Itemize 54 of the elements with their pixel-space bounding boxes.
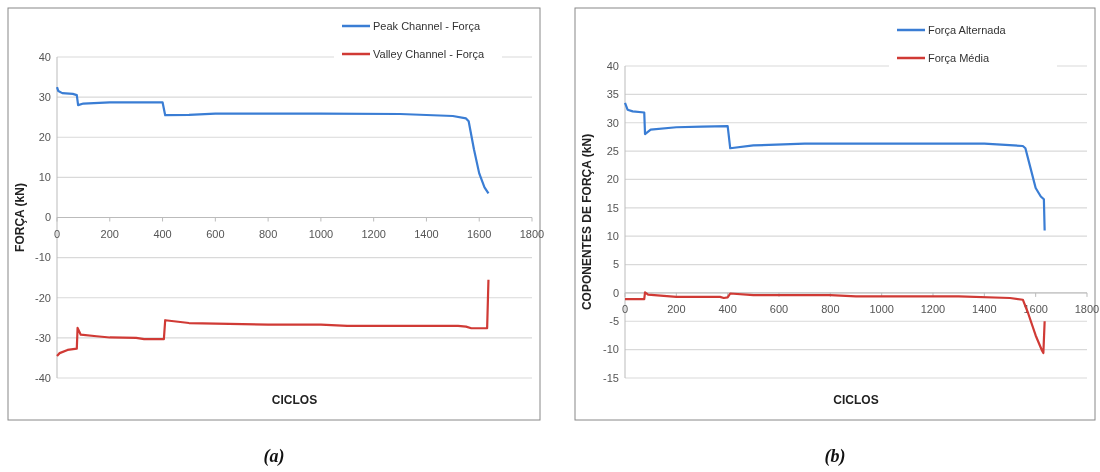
x-axis-title: CICLOS (833, 393, 879, 407)
x-tick-label: 1000 (869, 302, 894, 315)
x-tick-label: 600 (769, 302, 789, 315)
x-tick-label: 1400 (972, 302, 997, 315)
y-tick-label: -10 (35, 251, 51, 264)
y-tick-label: -20 (35, 291, 51, 304)
y-tick-label: 10 (38, 171, 51, 184)
x-tick-label: 1600 (466, 227, 492, 240)
legend-label: Peak Channel - Força (373, 19, 481, 32)
legend-label: Força Alternada (928, 23, 1007, 36)
x-tick-label: 400 (153, 227, 172, 240)
legend-label: Força Média (928, 51, 991, 64)
x-tick-label: 1200 (920, 302, 946, 315)
y-tick-label: 0 (612, 286, 619, 299)
y-tick-label: -10 (603, 343, 619, 356)
y-tick-label: 40 (606, 59, 619, 72)
line-series (623, 291, 1046, 355)
x-tick-label: 600 (206, 227, 225, 240)
y-tick-label: 10 (606, 230, 619, 243)
y-tick-label: 30 (606, 116, 619, 129)
x-tick-label: 800 (258, 227, 278, 240)
y-tick-label: 5 (612, 258, 619, 271)
line-series (623, 101, 1046, 232)
legend-label: Valley Channel - Força (373, 47, 485, 60)
y-tick-label: 40 (38, 50, 51, 63)
y-tick-label: -15 (603, 371, 619, 384)
y-axis-title: COPONENTES DE FORÇA (kN) (580, 133, 594, 311)
x-tick-label: 400 (718, 302, 737, 315)
x-tick-label: 200 (667, 302, 686, 315)
y-tick-label: 0 (44, 211, 51, 224)
x-tick-label: 1800 (519, 227, 545, 240)
y-axis-title: FORÇA (kN) (13, 183, 27, 252)
line-series (55, 278, 490, 358)
y-tick-label: -5 (609, 315, 619, 328)
text: (b) (824, 446, 846, 467)
x-tick-label: 800 (821, 302, 840, 315)
x-tick-label: 0 (621, 302, 629, 315)
y-tick-label: 30 (38, 90, 51, 103)
y-tick-label: 20 (38, 131, 51, 144)
x-tick-label: 1000 (308, 227, 334, 240)
y-tick-label: 15 (606, 201, 619, 214)
x-tick-label: 1200 (361, 227, 386, 240)
x-tick-label: 1800 (1074, 302, 1100, 315)
y-tick-label: 25 (606, 144, 619, 157)
y-tick-label: 20 (606, 173, 619, 186)
line-series (55, 85, 490, 195)
x-tick-label: 1400 (414, 227, 439, 240)
y-tick-label: 35 (606, 88, 619, 101)
y-tick-label: -40 (35, 371, 51, 384)
text: (a) (263, 446, 285, 467)
x-axis-title: CICLOS (271, 393, 318, 407)
x-tick-label: 0 (53, 227, 61, 240)
y-tick-label: -30 (35, 331, 51, 344)
x-tick-label: 200 (100, 227, 119, 240)
